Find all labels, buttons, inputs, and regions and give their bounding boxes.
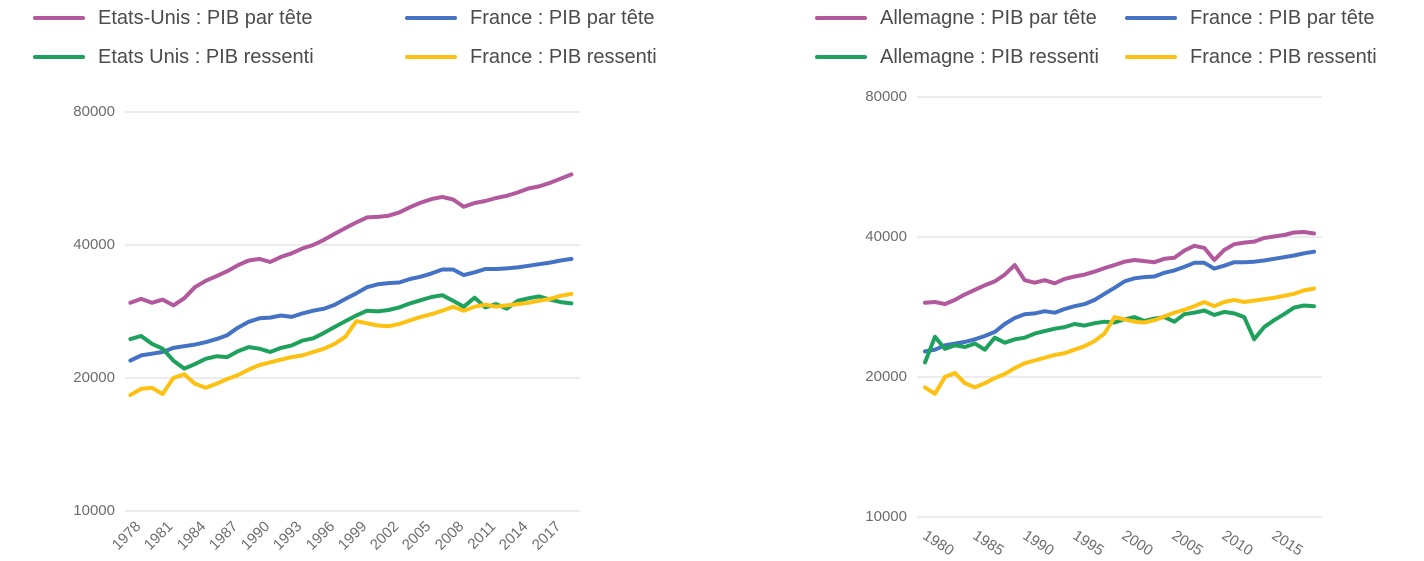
series-line [923, 249, 1316, 354]
legend-label: France : PIB ressenti [1190, 45, 1377, 68]
x-tick-label: 2005 [1169, 527, 1207, 560]
y-tick-label: 10000 [73, 502, 115, 519]
legend-item-germany-pib: Allemagne : PIB par tête [815, 4, 1125, 32]
legend-label: France : PIB par tête [1190, 6, 1375, 29]
legend-item-france-ressenti: France : PIB ressenti [405, 43, 657, 71]
series-color-swatch [815, 16, 867, 20]
y-tick-label: 20000 [73, 369, 115, 386]
series-line [923, 303, 1316, 365]
legend-label: Etats-Unis : PIB par tête [98, 6, 313, 29]
x-tick-label: 1985 [969, 527, 1007, 560]
x-tick-label: 2000 [1119, 527, 1157, 560]
x-tick-label: 1995 [1069, 527, 1107, 560]
x-tick-label: 2002 [366, 518, 403, 554]
x-tick-label: 1980 [919, 527, 957, 560]
series-color-swatch [33, 16, 85, 20]
legend-item-us-ressenti: Etats Unis : PIB ressenti [33, 43, 405, 71]
legend-label: France : PIB par tête [470, 6, 655, 29]
legend-item-france-pib: France : PIB par tête [1125, 4, 1377, 32]
series-line [128, 256, 574, 363]
us-france-legend: Etats-Unis : PIB par tête France : PIB p… [33, 4, 657, 71]
series-line [128, 293, 574, 371]
x-tick-label: 2014 [496, 518, 532, 554]
x-tick-label: 1978 [108, 518, 145, 554]
y-tick-label: 80000 [73, 103, 115, 120]
x-tick-label: 1981 [141, 518, 177, 554]
series-color-swatch [815, 55, 867, 59]
series-color-swatch [1125, 16, 1177, 20]
legend-label: Allemagne : PIB par tête [880, 6, 1097, 29]
x-tick-label: 2011 [464, 518, 500, 553]
series-line [128, 291, 574, 397]
y-tick-label: 10000 [865, 508, 907, 525]
legend-label: Allemagne : PIB ressenti [880, 45, 1099, 68]
series-color-swatch [405, 55, 457, 59]
legend-item-germany-ressenti: Allemagne : PIB ressenti [815, 43, 1125, 71]
x-tick-label: 2010 [1218, 527, 1257, 560]
x-tick-label: 1999 [334, 518, 371, 554]
x-tick-label: 2008 [431, 518, 468, 554]
x-tick-label: 1990 [1019, 527, 1057, 560]
x-tick-label: 1990 [237, 518, 274, 554]
legend-label: Etats Unis : PIB ressenti [98, 45, 314, 68]
legend-label: France : PIB ressenti [470, 45, 657, 68]
series-line [923, 286, 1316, 396]
x-tick-label: 1993 [270, 518, 306, 554]
x-tick-label: 2015 [1268, 527, 1307, 560]
legend-item-france-pib: France : PIB par tête [405, 4, 657, 32]
series-line [923, 230, 1316, 307]
x-tick-label: 1987 [205, 518, 242, 554]
x-tick-label: 2005 [399, 518, 435, 554]
x-tick-label: 1984 [173, 518, 209, 554]
legend-item-us-pib: Etats-Unis : PIB par tête [33, 4, 405, 32]
x-tick-label: 1996 [302, 518, 339, 554]
series-color-swatch [405, 16, 457, 20]
series-color-swatch [1125, 55, 1177, 59]
y-tick-label: 40000 [73, 236, 115, 253]
x-tick-label: 2017 [528, 518, 564, 554]
germany-france-legend: Allemagne : PIB par tête France : PIB pa… [815, 4, 1377, 71]
y-tick-label: 40000 [865, 228, 907, 245]
y-tick-label: 80000 [865, 88, 907, 105]
legend-item-france-ressenti: France : PIB ressenti [1125, 43, 1377, 71]
series-line [128, 172, 574, 308]
series-color-swatch [33, 55, 85, 59]
y-tick-label: 20000 [865, 368, 907, 385]
